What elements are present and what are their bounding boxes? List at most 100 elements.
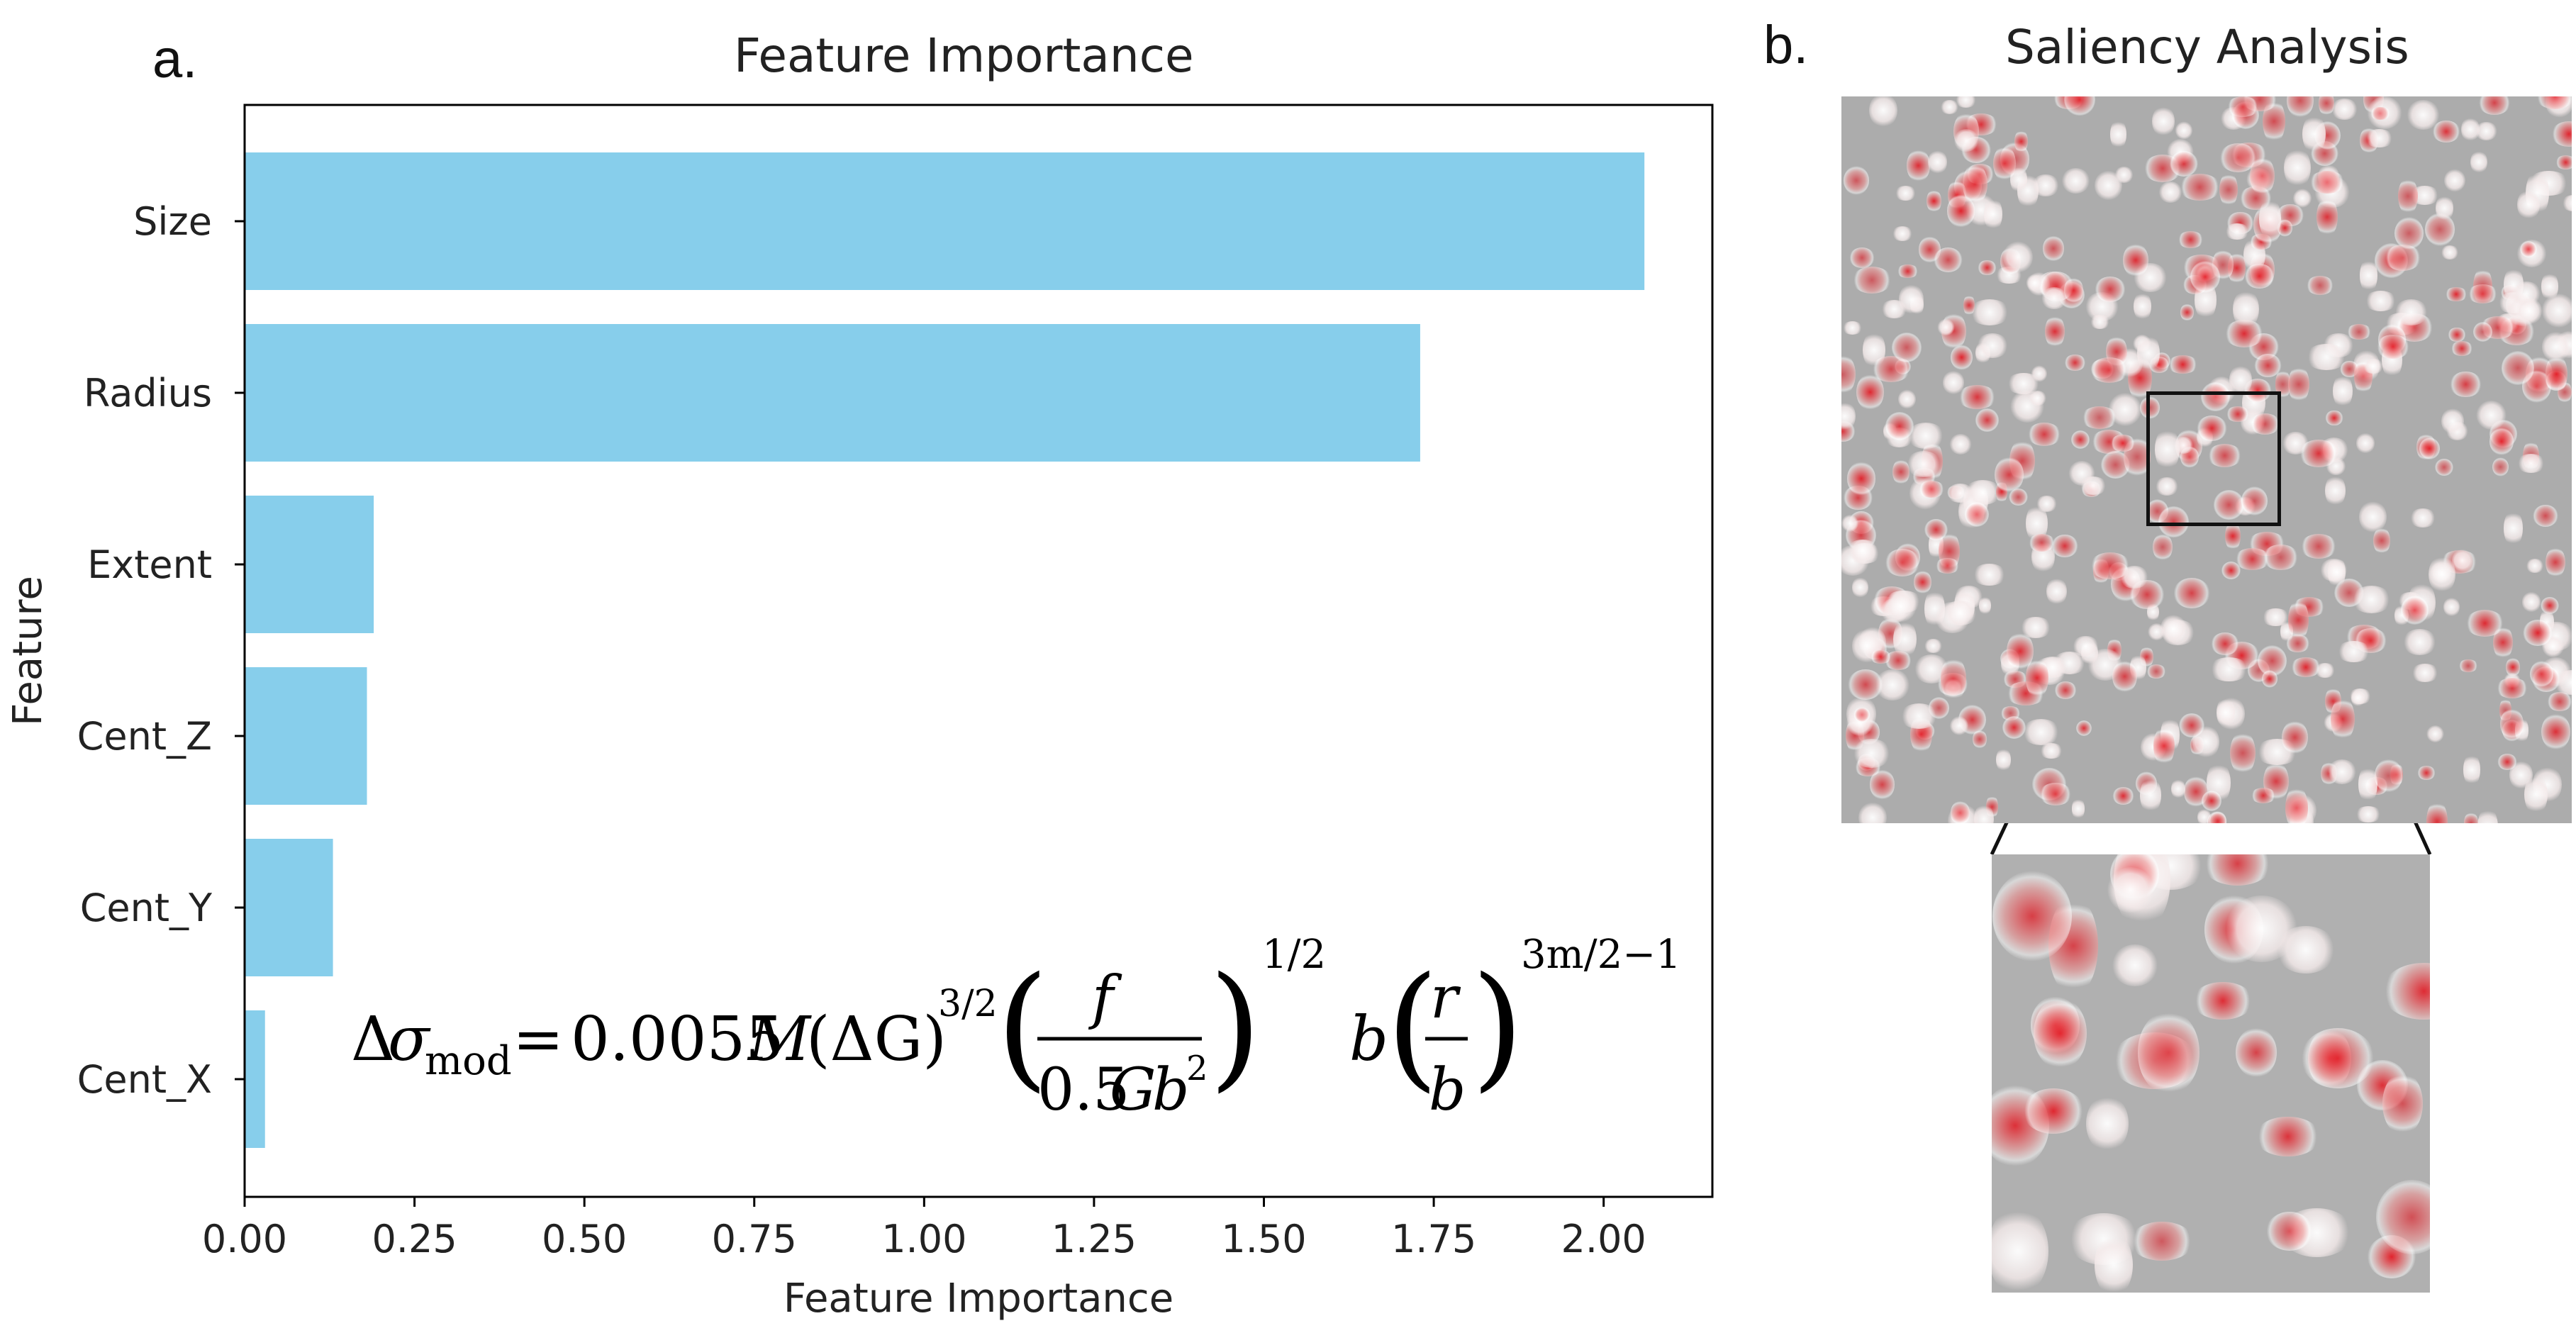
saliency-blob xyxy=(2541,272,2559,301)
saliency-blob xyxy=(2489,428,2514,455)
saliency-blob xyxy=(1964,501,1989,527)
saliency-blob xyxy=(2458,659,2478,672)
bars-group xyxy=(245,152,1645,1148)
saliency-blob xyxy=(2365,128,2394,148)
saliency-blob xyxy=(2027,534,2056,552)
saliency-blob xyxy=(2266,1212,2314,1251)
x-tick-label: 1.75 xyxy=(1391,1217,1476,1261)
saliency-blob xyxy=(2207,443,2243,468)
saliency-blob xyxy=(2249,413,2281,435)
saliency-blob xyxy=(2225,406,2250,422)
saliency-blob xyxy=(1844,166,1869,195)
saliency-blob xyxy=(2178,174,2221,201)
saliency-blob xyxy=(2524,774,2548,815)
saliency-blob xyxy=(2376,334,2410,359)
saliency-blob xyxy=(2061,167,2090,194)
bar-size xyxy=(245,152,1645,290)
saliency-blob xyxy=(2467,284,2499,303)
saliency-blob xyxy=(1955,96,1977,108)
saliency-blob xyxy=(2369,107,2391,121)
saliency-blob xyxy=(2051,534,2078,558)
saliency-blob xyxy=(2224,895,2298,962)
saliency-blob xyxy=(2155,476,2180,496)
saliency-blob xyxy=(2152,532,2173,562)
eq-frac1-den-G: G xyxy=(1110,1056,1156,1124)
saliency-blob xyxy=(2326,759,2357,784)
eq-frac2-num: r xyxy=(1430,964,1461,1032)
saliency-blob xyxy=(1892,458,1909,485)
saliency-blob xyxy=(2175,121,2193,140)
saliency-blob xyxy=(2325,410,2343,426)
saliency-blob xyxy=(2351,586,2392,614)
saliency-blob xyxy=(2044,315,2065,349)
saliency-map xyxy=(1841,96,2572,823)
saliency-blob xyxy=(2053,681,2078,700)
saliency-blob xyxy=(2502,351,2535,386)
saliency-blob xyxy=(2382,962,2430,1020)
saliency-blob xyxy=(2213,489,2245,520)
saliency-blob xyxy=(2180,303,2195,322)
saliency-blob xyxy=(1891,333,1922,363)
saliency-blob xyxy=(2086,1094,2129,1153)
saliency-blob xyxy=(2039,742,2063,759)
saliency-blob xyxy=(2253,353,2282,377)
saliency-blob xyxy=(2316,197,2338,237)
saliency-blob xyxy=(2444,286,2468,302)
saliency-blob xyxy=(2219,172,2238,208)
saliency-blob xyxy=(2359,500,2387,534)
saliency-blob xyxy=(1946,194,1975,228)
eq-frac1-den-exp: 2 xyxy=(1186,1049,1208,1088)
saliency-blob xyxy=(2351,688,2365,707)
saliency-blob xyxy=(2358,764,2378,803)
saliency-blob xyxy=(2443,596,2460,618)
eq-frac1-num: f xyxy=(1088,964,1122,1032)
saliency-blob xyxy=(1895,186,1917,201)
saliency-blob xyxy=(2346,323,2373,340)
saliency-blob xyxy=(2506,657,2520,678)
saliency-blob xyxy=(1995,747,2011,772)
saliency-blob xyxy=(1927,150,1947,174)
saliency-blob xyxy=(2375,759,2402,793)
saliency-blob xyxy=(2402,629,2437,655)
x-tick-label: 0.25 xyxy=(372,1217,457,1261)
saliency-blob xyxy=(1948,434,1973,455)
saliency-blob xyxy=(2178,230,2204,248)
saliency-blob xyxy=(2495,677,2529,699)
saliency-blob xyxy=(2235,1027,2277,1078)
saliency-blob xyxy=(2094,1233,2133,1293)
saliency-blob xyxy=(2043,235,2065,262)
saliency-blob xyxy=(1951,800,1970,823)
y-tick-label: Radius xyxy=(84,371,212,415)
saliency-blob xyxy=(1852,576,1868,598)
saliency-blob xyxy=(2393,299,2429,325)
saliency-blob xyxy=(2461,116,2480,143)
saliency-blob xyxy=(2229,364,2252,396)
x-tick-label: 1.00 xyxy=(881,1217,966,1261)
saliency-blob xyxy=(2305,344,2348,371)
saliency-blob xyxy=(2111,944,2159,986)
saliency-blob xyxy=(2363,290,2398,311)
saliency-blob xyxy=(2398,177,2419,216)
saliency-blob xyxy=(1992,145,2016,182)
saliency-blob xyxy=(2551,121,2572,147)
saliency-blob xyxy=(2119,566,2149,589)
saliency-blob xyxy=(2450,371,2482,398)
saliency-blob xyxy=(2123,243,2148,277)
saliency-blob xyxy=(2089,357,2129,383)
saliency-blob xyxy=(2259,198,2281,240)
saliency-blob xyxy=(2443,169,2465,192)
saliency-blob xyxy=(1950,715,1968,736)
eq-b: b xyxy=(1349,1004,1388,1075)
saliency-blob xyxy=(2070,430,2090,450)
saliency-blob xyxy=(2064,355,2086,372)
saliency-blob xyxy=(2250,156,2275,196)
saliency-blob xyxy=(2555,155,2572,170)
saliency-blob xyxy=(2229,731,2256,775)
saliency-blob xyxy=(2284,147,2312,188)
saliency-blob xyxy=(2211,632,2239,656)
saliency-blob xyxy=(1943,369,1964,396)
eq-frac1-den-coef: 0.5 xyxy=(1037,1056,1130,1124)
eq-M: M xyxy=(747,1004,812,1075)
saliency-blob xyxy=(2305,276,2334,296)
